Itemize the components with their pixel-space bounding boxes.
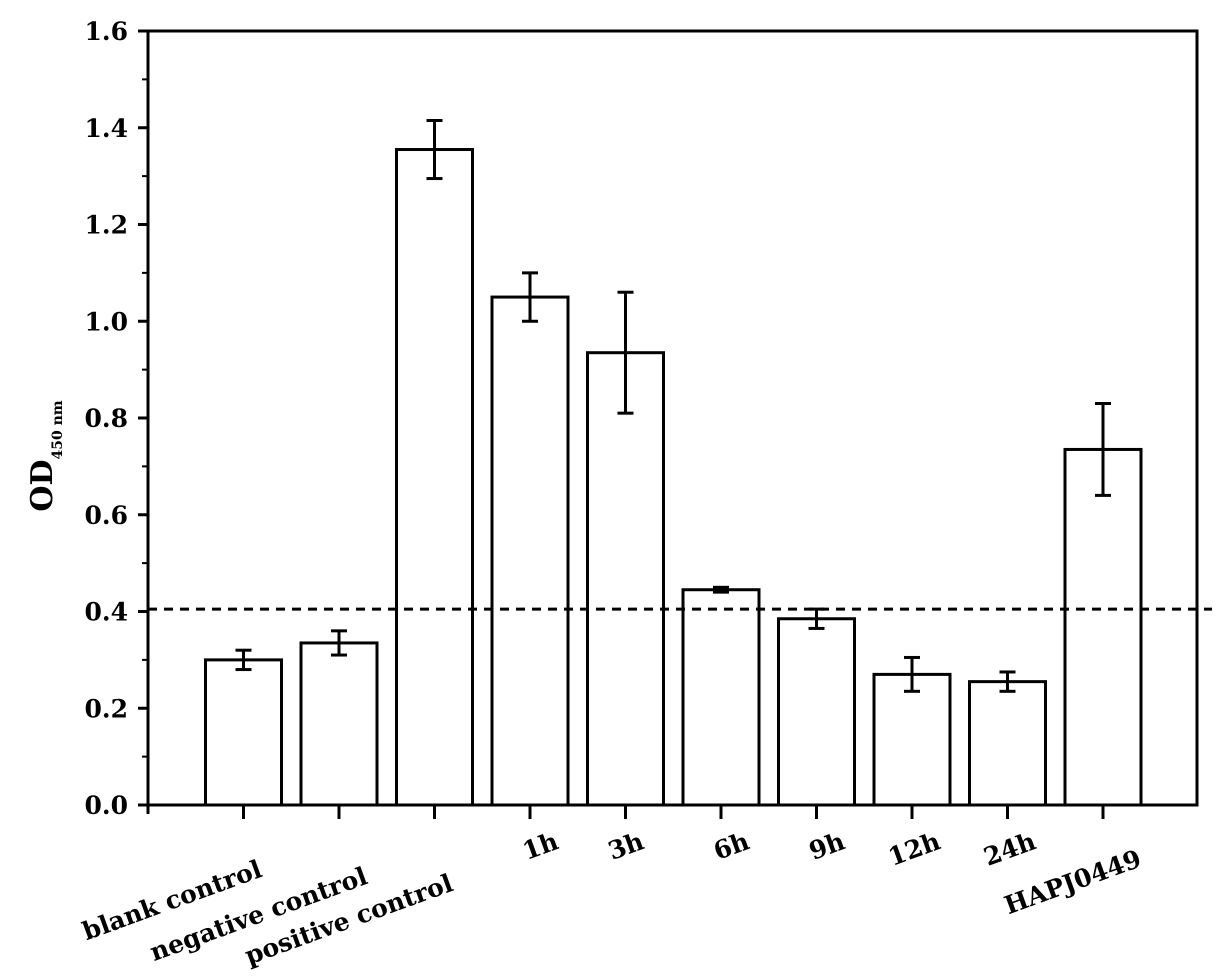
bar-7 [874,674,950,805]
bar-2 [397,150,473,805]
bars-layer [206,150,1142,805]
x-category-label-8: 24h [980,826,1040,871]
y-tick-label-6: 1.2 [85,211,129,240]
y-tick-label-7: 1.4 [85,114,129,143]
y-tick-label-8: 1.6 [85,17,129,46]
y-tick-label-5: 1.0 [85,307,129,336]
bar-4 [588,353,664,805]
bar-1 [301,643,377,805]
error-bars-layer [236,120,1112,691]
y-axis-title-main: OD [25,459,60,511]
x-axis-ticks [148,805,1103,819]
x-axis-category-labels: blank controlnegative controlpositive co… [79,826,1145,970]
y-axis-ticks: 0.0 0.2 0.4 0.6 0.8 1.0 1.2 1.4 1.6 [85,17,149,820]
bar-0 [206,660,282,805]
x-category-label-3: 1h [519,826,562,865]
x-category-label-4: 3h [604,826,647,865]
bar-8 [970,682,1046,805]
x-category-label-6: 9h [805,826,848,865]
bar-6 [779,619,855,805]
y-tick-label-3: 0.6 [85,501,129,530]
y-axis-title: OD450 nm [25,400,66,511]
bar-3 [492,297,568,805]
y-axis-title-subscript: 450 nm [50,400,66,459]
y-tick-label-4: 0.8 [85,404,129,433]
x-category-label-7: 12h [884,826,944,871]
y-tick-label-2: 0.4 [85,598,129,627]
y-tick-label-1: 0.2 [85,694,129,723]
bar-9 [1065,449,1141,805]
x-category-label-5: 6h [710,826,753,865]
bar-5 [683,590,759,805]
y-tick-label-0: 0.0 [85,791,129,820]
